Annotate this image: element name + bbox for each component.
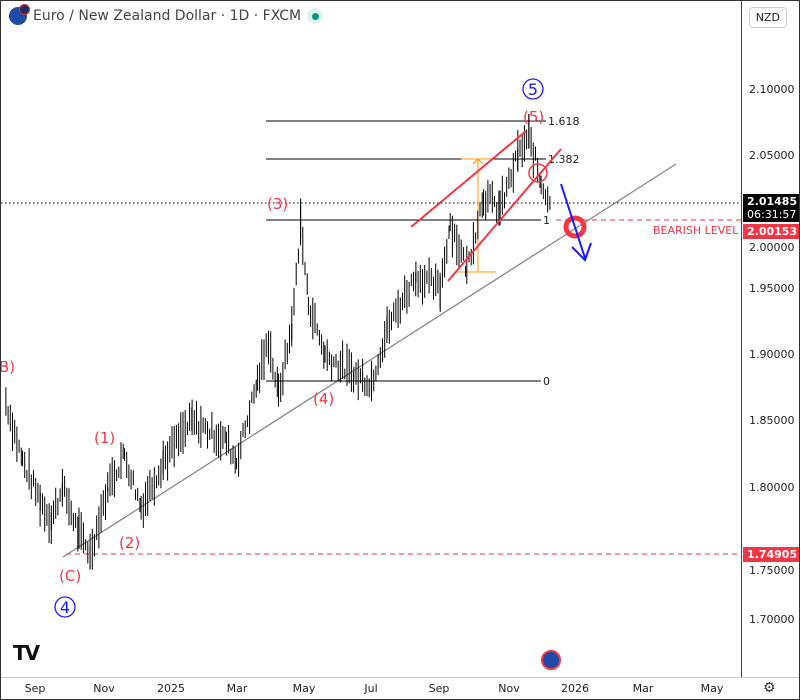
time-tick: Nov xyxy=(93,682,115,695)
time-tick: May xyxy=(700,682,724,695)
bearish-arrowhead xyxy=(571,242,592,262)
currency-button[interactable]: NZD xyxy=(748,7,787,28)
time-tick: Mar xyxy=(632,682,654,695)
settings-gear-icon[interactable]: ⚙ xyxy=(763,680,776,696)
events-icon xyxy=(541,650,561,670)
eur-nzd-flag-icon xyxy=(9,4,30,25)
price-tick: 1.70000 xyxy=(749,613,795,626)
time-axis-line xyxy=(1,677,799,678)
market-open-icon xyxy=(307,8,324,24)
low-level-tag: 1.74905 xyxy=(743,547,799,562)
measure-arrowhead xyxy=(472,158,484,165)
bearish-level-tag: 2.00153 xyxy=(743,224,799,239)
price-tick: 1.75000 xyxy=(749,564,795,577)
price-tick: 1.95000 xyxy=(749,281,795,295)
time-tick: May xyxy=(292,682,316,695)
last-price: 2.01485 xyxy=(747,195,798,208)
wave-label-big4: 4 xyxy=(60,598,70,617)
wave-label-w4: (4) xyxy=(313,390,334,408)
price-tick: 2.10000 xyxy=(749,83,795,96)
wave-label-w5: (5) xyxy=(523,108,544,126)
fib-level-label: 1.618 xyxy=(548,115,580,128)
trendline xyxy=(62,163,677,558)
wave-label-wC: (C) xyxy=(59,567,81,585)
wave-label-big5: 5 xyxy=(528,80,538,99)
fib-level-label: 1 xyxy=(543,214,550,227)
time-tick: Mar xyxy=(226,682,248,695)
price-axis-line xyxy=(741,1,742,677)
time-tick: Nov xyxy=(498,682,520,695)
time-tick: 2026 xyxy=(561,682,589,695)
target-circle xyxy=(563,215,587,239)
time-tick: Sep xyxy=(428,682,450,695)
wave-circle-big5 xyxy=(522,78,544,100)
price-tick: 1.85000 xyxy=(749,414,795,428)
symbol-title-text: Euro / New Zealand Dollar · 1D · FXCM xyxy=(33,8,302,24)
break-circle xyxy=(528,163,548,183)
wave-label-w3: (3) xyxy=(267,195,288,213)
last-price-tag: 2.01485 06:31:57 xyxy=(743,194,799,222)
channel-upper xyxy=(410,130,527,228)
wave-circle-big4 xyxy=(54,596,76,618)
time-tick: 2025 xyxy=(157,682,185,695)
bearish-arrow xyxy=(560,183,586,259)
price-tick: 2.05000 xyxy=(749,149,795,163)
bearish-level-label: BEARISH LEVEL xyxy=(653,224,739,237)
price-tick: 1.90000 xyxy=(749,348,795,361)
tradingview-logo[interactable]: TV xyxy=(13,641,40,665)
price-tick: 1.80000 xyxy=(749,480,795,494)
wave-label-w1: (1) xyxy=(94,429,115,447)
bar-countdown: 06:31:57 xyxy=(747,208,797,221)
fib-level-label: 0 xyxy=(543,375,550,388)
time-tick: Sep xyxy=(24,682,46,695)
symbol-title[interactable]: Euro / New Zealand Dollar · 1D · FXCM xyxy=(9,4,324,25)
wave-label-wB: (B) xyxy=(1,358,15,376)
time-tick: Jul xyxy=(364,682,378,695)
channel-lower xyxy=(447,148,562,282)
wave-label-w2: (2) xyxy=(119,534,140,552)
price-tick: 2.00000 xyxy=(749,241,795,254)
